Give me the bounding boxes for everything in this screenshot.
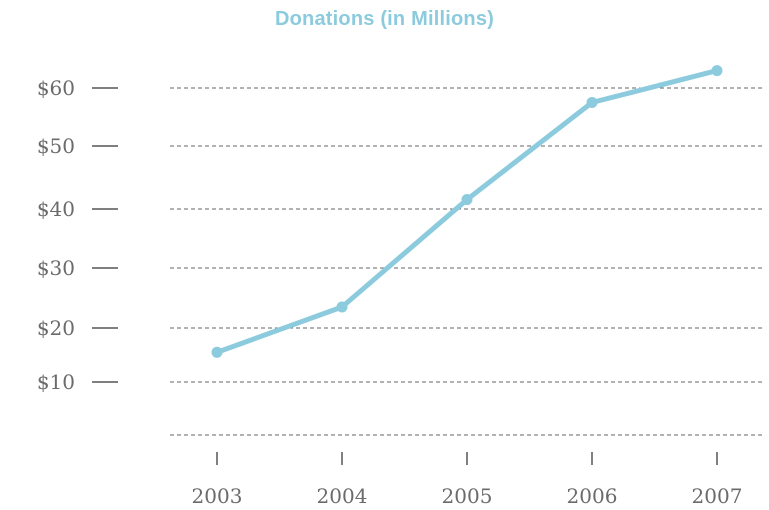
y-tick-label: $30 bbox=[37, 256, 75, 280]
chart-title: Donations (in Millions) bbox=[274, 8, 495, 30]
data-point bbox=[711, 65, 723, 77]
x-tick-label: 2004 bbox=[317, 484, 368, 508]
y-tick-label: $60 bbox=[37, 76, 75, 100]
y-tick-label: $40 bbox=[37, 197, 75, 221]
y-tick-label: $50 bbox=[37, 134, 75, 158]
x-tick-label: 2006 bbox=[567, 484, 618, 508]
series-donations bbox=[211, 65, 723, 358]
y-tick-label: $10 bbox=[37, 370, 75, 394]
x-tick-label: 2007 bbox=[692, 484, 743, 508]
series-line bbox=[214, 68, 720, 355]
data-point bbox=[461, 194, 473, 206]
data-point bbox=[336, 301, 348, 313]
data-point bbox=[586, 97, 598, 108]
x-tick-label: 2005 bbox=[442, 484, 493, 508]
y-tick-label: $20 bbox=[37, 316, 75, 340]
y-axis: $10 $20 $30 $40 $50 $60 bbox=[37, 76, 118, 394]
x-tick-label: 2003 bbox=[192, 484, 243, 508]
x-axis: 2003 2004 2005 2006 2007 bbox=[192, 452, 743, 508]
data-point bbox=[211, 346, 223, 358]
gridlines bbox=[170, 87, 762, 436]
